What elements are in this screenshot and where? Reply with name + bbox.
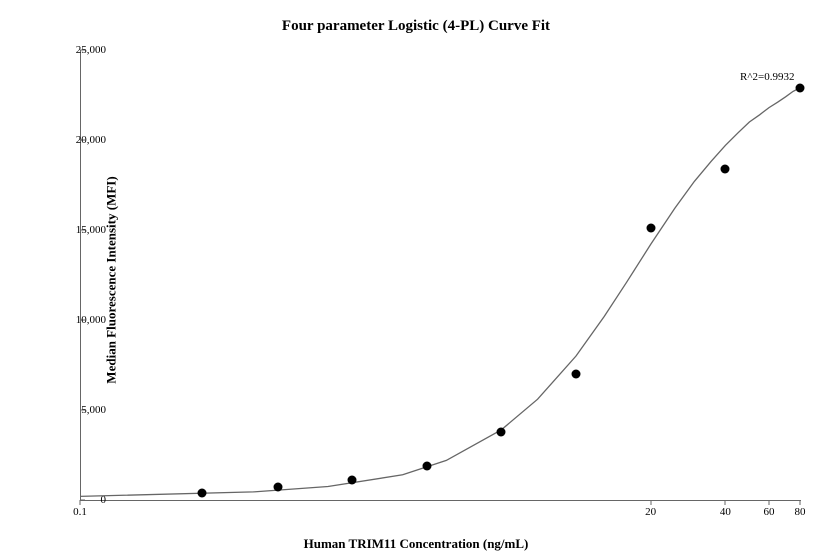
x-axis-label: Human TRIM11 Concentration (ng/mL) <box>0 536 832 552</box>
x-tick <box>80 500 81 505</box>
x-tick <box>725 500 726 505</box>
y-tick-label: 0 <box>101 494 107 506</box>
x-tick-label: 20 <box>645 506 656 518</box>
data-point <box>497 427 506 436</box>
data-point <box>572 370 581 379</box>
y-tick-label: 25,000 <box>76 44 106 56</box>
x-tick-label: 0.1 <box>73 506 87 518</box>
data-point <box>796 83 805 92</box>
chart-container: Four parameter Logistic (4-PL) Curve Fit… <box>0 0 832 560</box>
chart-title: Four parameter Logistic (4-PL) Curve Fit <box>0 18 832 35</box>
x-tick-label: 80 <box>795 506 806 518</box>
data-point <box>422 461 431 470</box>
data-point <box>348 476 357 485</box>
x-tick <box>800 500 801 505</box>
y-tick <box>80 500 85 501</box>
x-tick <box>650 500 651 505</box>
data-point <box>274 483 283 492</box>
data-point <box>721 164 730 173</box>
y-tick-label: 15,000 <box>76 224 106 236</box>
y-tick-label: 5,000 <box>81 404 106 416</box>
data-point <box>646 224 655 233</box>
r-squared-annotation: R^2=0.9932 <box>740 71 794 83</box>
x-tick-label: 40 <box>720 506 731 518</box>
x-tick <box>769 500 770 505</box>
x-tick-label: 60 <box>764 506 775 518</box>
plot-area <box>80 50 801 501</box>
data-point <box>197 488 206 497</box>
y-tick-label: 10,000 <box>76 314 106 326</box>
y-tick-label: 20,000 <box>76 134 106 146</box>
